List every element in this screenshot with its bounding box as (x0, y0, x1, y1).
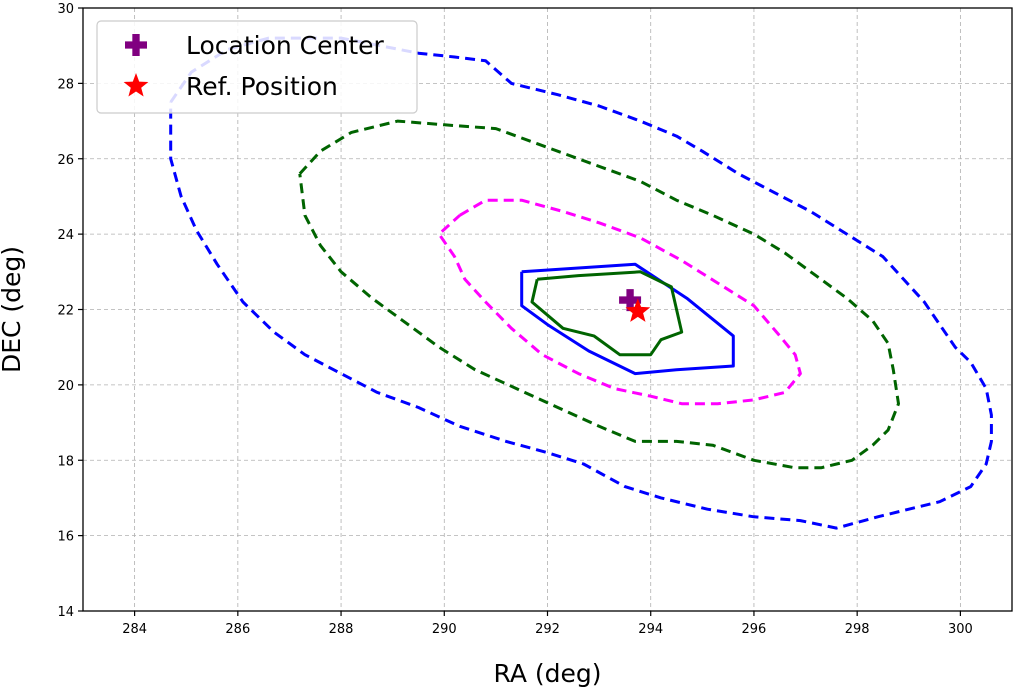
point-markers (619, 289, 651, 322)
y-tick-label: 20 (57, 379, 74, 394)
contour-line-2 (298, 119, 900, 470)
axis-ticks: 284 286 288 290 292 294 296 298 300 14 16 18 20 22 24 2… (57, 2, 972, 637)
contour-line-1 (169, 36, 993, 530)
legend-plus-icon (125, 34, 147, 56)
contour-lines (169, 36, 993, 530)
x-tick-label: 290 (432, 622, 457, 637)
x-tick-label: 294 (638, 622, 663, 637)
legend-box (96, 20, 418, 114)
legend-label: Location Center (186, 31, 385, 60)
y-tick-label: 24 (57, 228, 74, 243)
contour-line-3 (437, 198, 802, 406)
y-tick-label: 14 (57, 605, 74, 620)
x-tick-label: 296 (742, 622, 767, 637)
legend-star-icon (123, 73, 149, 97)
y-tick-label: 30 (57, 2, 74, 17)
legend: Location Center Ref. Position (96, 20, 418, 114)
x-tick-label: 288 (329, 622, 354, 637)
y-tick-label: 22 (57, 304, 74, 319)
x-tick-label: 286 (225, 622, 250, 637)
location-center-marker (619, 289, 642, 312)
y-axis-label: DEC (deg) (0, 246, 26, 373)
x-tick-label: 284 (122, 622, 147, 637)
y-tick-label: 16 (57, 530, 74, 545)
contour-line-5 (530, 270, 684, 357)
y-tick-label: 18 (57, 454, 74, 469)
legend-label: Ref. Position (186, 72, 338, 101)
x-tick-label: 298 (845, 622, 870, 637)
y-tick-label: 28 (57, 77, 74, 92)
x-tick-label: 300 (948, 622, 973, 637)
x-axis-label: RA (deg) (493, 659, 601, 688)
x-tick-label: 292 (535, 622, 560, 637)
ref-position-marker (625, 298, 651, 322)
y-tick-label: 26 (57, 153, 74, 168)
